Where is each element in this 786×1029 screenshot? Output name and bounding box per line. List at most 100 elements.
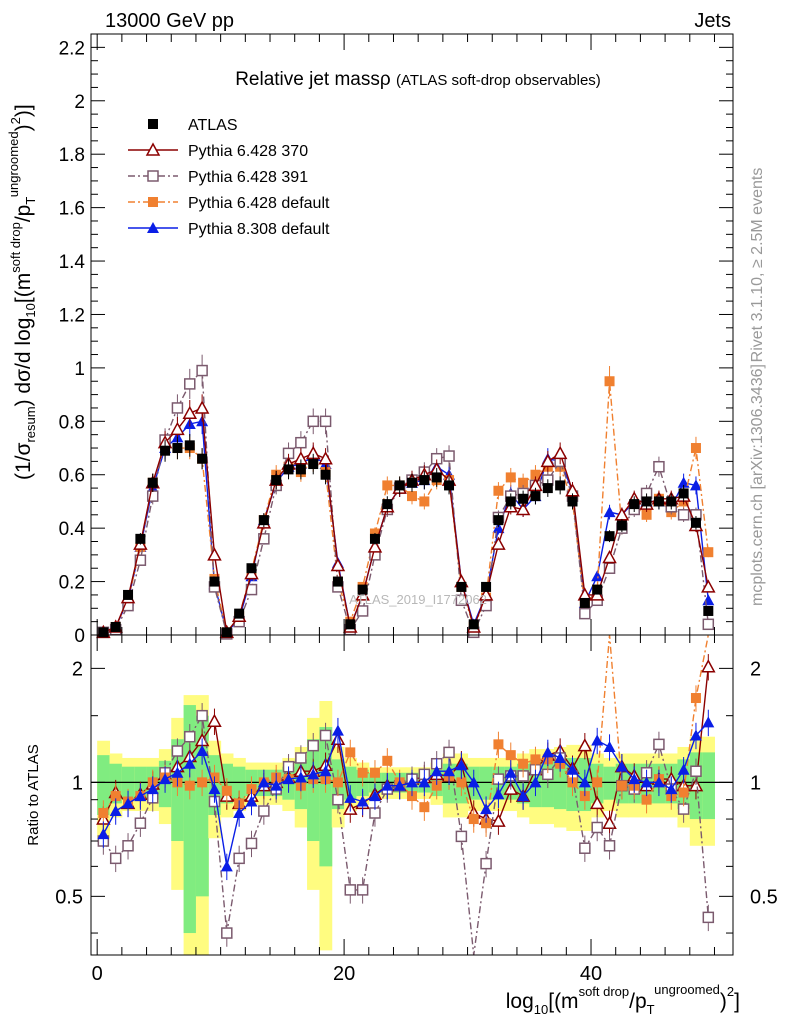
ratio-point [690, 693, 701, 704]
data-point [604, 376, 615, 387]
ratio-y-tick-label-right: 0.5 [750, 886, 778, 908]
data-point [431, 472, 442, 483]
data-point [493, 485, 504, 496]
legend-marker [148, 119, 158, 129]
ratio-point [171, 745, 184, 757]
data-point [394, 480, 405, 491]
ratio-point [319, 729, 332, 742]
legend-marker [148, 197, 158, 207]
x-tick-label: 20 [333, 963, 355, 985]
data-point [515, 501, 531, 516]
ratio-point [356, 795, 369, 807]
ratio-point [688, 778, 704, 792]
ratio-point [282, 773, 295, 785]
main-plot-marks [96, 354, 716, 640]
ratio-point [393, 779, 406, 791]
data-point [540, 453, 556, 468]
ratio-point [456, 777, 467, 788]
ratio-point [184, 780, 195, 791]
data-point [629, 499, 640, 510]
data-point [367, 539, 383, 553]
ratio-point [134, 817, 147, 829]
data-point [530, 469, 541, 480]
data-point [653, 460, 665, 473]
data-point [518, 477, 529, 488]
ratio-point [615, 760, 628, 772]
header-process: Jets [694, 10, 731, 32]
ratio-point [419, 802, 430, 813]
data-point [443, 450, 455, 462]
y-tick-label: 0.8 [59, 412, 85, 433]
ratio-point [98, 808, 109, 819]
data-point [407, 477, 417, 488]
data-point [591, 570, 604, 582]
data-point [134, 554, 147, 566]
data-point [690, 517, 701, 528]
data-point [419, 496, 430, 507]
ratio-point [418, 776, 431, 788]
ratio-point [689, 729, 702, 741]
legend-label: Pythia 6.428 370 [188, 143, 308, 160]
ratio-point [207, 713, 222, 728]
data-point [603, 506, 616, 518]
ratio-point [480, 857, 492, 870]
y-tick-label: 1.4 [59, 252, 86, 273]
series-line [103, 381, 710, 634]
data-point [592, 584, 603, 595]
chart-title-main: Relative jet massρ [235, 69, 391, 90]
ratio-point [518, 758, 529, 769]
ratio-point [591, 821, 603, 834]
ratio-series-pythia-8-308-default [97, 709, 715, 881]
ratio-point [677, 763, 690, 775]
chart-title: Relative jet massρ (ATLAS soft-drop obse… [235, 69, 601, 90]
ratio-point [307, 768, 320, 780]
data-point [258, 533, 270, 545]
data-point [369, 533, 380, 544]
ratio-point [345, 747, 356, 758]
data-point [701, 579, 716, 593]
data-point [567, 496, 578, 507]
ratio-point [258, 805, 270, 817]
main-y-axis-title: (1/σresum) dσ/d log10[(msoft drop/pTungr… [6, 104, 38, 480]
ratio-point [344, 791, 357, 803]
data-point [530, 491, 541, 502]
data-point [271, 475, 282, 486]
y-tick-label: 2.2 [59, 38, 85, 59]
ratio-y-tick-label-right: 2 [750, 658, 761, 680]
ratio-point [602, 815, 617, 829]
data-point [677, 476, 690, 488]
data-point [604, 531, 615, 542]
data-point [579, 597, 590, 608]
data-point [207, 547, 222, 561]
ratio-point [146, 783, 159, 795]
ratio-point [579, 842, 591, 854]
data-point [258, 515, 269, 526]
ratio-point [220, 860, 233, 872]
ratio-point [492, 788, 505, 800]
data-point [382, 499, 393, 510]
data-point [505, 472, 516, 483]
ratio-point [196, 709, 208, 722]
axes: 0 0.2 0.4 0.6 0.8 1 1.2 1.4 1.6 1.8 2 2.2 0 20 40 0.5 0.… [55, 34, 778, 985]
ratio-band-stat [232, 766, 246, 800]
ratio-point [97, 828, 110, 840]
data-point [295, 464, 306, 475]
ratio-point [554, 751, 567, 763]
ratio-point [541, 746, 554, 758]
ratio-point [221, 785, 232, 796]
ratio-point [566, 763, 579, 775]
data-point [555, 480, 566, 491]
data-point [123, 589, 134, 600]
ratio-y-tick-label-right: 1 [750, 772, 761, 794]
ratio-point [467, 776, 480, 788]
data-point [307, 415, 319, 428]
ratio-y-tick-label: 0.5 [55, 886, 83, 908]
ratio-point [294, 771, 307, 783]
data-point [542, 483, 553, 494]
data-point [552, 445, 568, 460]
ratio-band-stat [121, 766, 135, 800]
ratio-point [468, 814, 479, 825]
ratio-point [381, 779, 394, 791]
